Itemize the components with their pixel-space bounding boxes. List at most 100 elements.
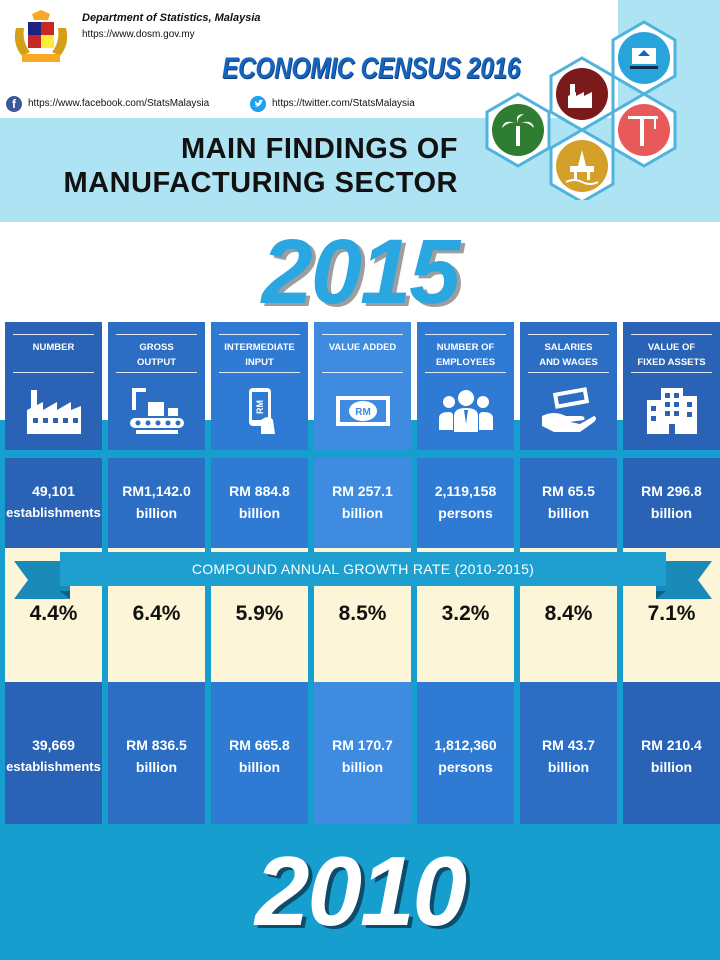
indicator-column: VALUE ADDED RM RM 257.1 billion 8.5% RM … <box>314 322 411 824</box>
value-2015-cell: 2,119,158 persons <box>417 458 514 548</box>
header-divider-top <box>322 334 403 335</box>
column-label: VALUE OF FIXED ASSETS <box>625 340 718 370</box>
value-2015: RM 257.1 billion <box>314 480 411 524</box>
facebook-link[interactable]: https://www.facebook.com/StatsMalaysia <box>28 98 210 109</box>
column-label-line1: NUMBER <box>32 342 75 353</box>
main-title-line2: MANUFACTURING SECTOR <box>63 167 458 199</box>
value-2010: RM 170.7 billion <box>314 734 411 778</box>
value-2010-amount: 1,812,360 <box>434 737 497 753</box>
year-2010-heading: 2010 <box>254 836 467 946</box>
header-divider-top <box>425 334 506 335</box>
twitter-icon <box>250 96 266 112</box>
value-2010: 39,669 establishments <box>5 734 102 778</box>
value-2010: RM 43.7 billion <box>520 734 617 778</box>
value-2015-amount: RM 296.8 <box>641 483 702 499</box>
department-website-link[interactable]: https://www.dosm.gov.my <box>82 29 195 40</box>
header-divider-bottom <box>219 372 300 373</box>
value-2010-unit: billion <box>238 759 281 775</box>
header-divider-top <box>116 334 197 335</box>
column-label: SALARIES AND WAGES <box>522 340 615 370</box>
value-2015-amount: 2,119,158 <box>434 483 497 499</box>
value-2015-amount: 49,101 <box>32 483 75 499</box>
social-bar: f https://www.facebook.com/StatsMalaysia… <box>0 93 490 115</box>
factory-icon <box>25 386 83 436</box>
value-2015: 2,119,158 persons <box>417 480 514 524</box>
column-label-line1: INTERMEDIATE <box>224 342 295 353</box>
column-label: NUMBER <box>7 340 100 355</box>
column-header: INTERMEDIATE INPUT RM <box>211 322 308 450</box>
value-2010-unit: establishments <box>6 759 101 774</box>
facebook-icon: f <box>6 96 22 112</box>
conveyor-icon <box>128 386 186 436</box>
indicator-column: VALUE OF FIXED ASSETS RM 296.8 billion 7… <box>623 322 720 824</box>
year-2015-heading: 2015 <box>261 221 461 323</box>
value-2015-amount: RM 257.1 <box>332 483 393 499</box>
value-2015-amount: RM 884.8 <box>229 483 290 499</box>
value-2015-cell: RM 65.5 billion <box>520 458 617 548</box>
value-2010-cell: 1,812,360 persons <box>417 682 514 824</box>
header-divider-bottom <box>322 372 403 373</box>
construction-hexagon-icon <box>611 92 677 168</box>
twitter-link[interactable]: https://twitter.com/StatsMalaysia <box>272 98 415 109</box>
value-2010-unit: billion <box>341 759 384 775</box>
value-2015-cell: RM 296.8 billion <box>623 458 720 548</box>
main-title: MAIN FINDINGS OF MANUFACTURING SECTOR <box>28 132 458 200</box>
column-label-line2: OUTPUT <box>136 357 177 368</box>
value-2015-amount: RM1,142.0 <box>122 483 191 499</box>
svg-text:RM: RM <box>355 407 371 418</box>
agriculture-hexagon-icon <box>485 92 551 168</box>
cagr-value: 4.4% <box>29 602 78 625</box>
value-2010-amount: RM 665.8 <box>229 737 290 753</box>
census-title: ECONOMIC CENSUS 2016 <box>222 52 521 85</box>
value-2010-amount: RM 170.7 <box>332 737 393 753</box>
department-name: Department of Statistics, Malaysia <box>82 12 261 24</box>
malaysia-crest-icon <box>14 10 68 62</box>
value-2015-unit: establishments <box>6 505 101 520</box>
services-hexagon-icon <box>611 20 677 96</box>
cagr-value: 6.4% <box>132 602 181 625</box>
value-2010-amount: RM 43.7 <box>542 737 595 753</box>
column-label-line2: AND WAGES <box>539 357 598 368</box>
header-divider-bottom <box>528 372 609 373</box>
header-divider-top <box>528 334 609 335</box>
column-label-line1: GROSS <box>139 342 174 353</box>
cagr-value: 8.5% <box>338 602 387 625</box>
cagr-label: COMPOUND ANNUAL GROWTH RATE (2010-2015) <box>191 561 535 577</box>
value-2010-cell: RM 665.8 billion <box>211 682 308 824</box>
column-label-line2: EMPLOYEES <box>435 357 496 368</box>
column-label-line1: NUMBER OF <box>436 342 495 353</box>
ribbon-tail-right <box>656 561 712 599</box>
column-label: NUMBER OF EMPLOYEES <box>419 340 512 370</box>
people-icon <box>437 386 495 436</box>
value-2010: 1,812,360 persons <box>417 734 514 778</box>
column-header: SALARIES AND WAGES <box>520 322 617 450</box>
ribbon-tail-left <box>14 561 70 599</box>
column-label: INTERMEDIATE INPUT <box>213 340 306 370</box>
value-2010-unit: billion <box>650 759 693 775</box>
column-label: GROSS OUTPUT <box>110 340 203 370</box>
value-2015-unit: billion <box>341 505 384 521</box>
column-header: NUMBER <box>5 322 102 450</box>
column-header: GROSS OUTPUT <box>108 322 205 450</box>
cagr-value: 5.9% <box>235 602 284 625</box>
column-label-line1: VALUE ADDED <box>328 342 397 353</box>
header-divider-bottom <box>13 372 94 373</box>
phone-rm-icon: RM <box>231 386 289 436</box>
column-label-line1: SALARIES <box>544 342 593 353</box>
value-2015: RM1,142.0 billion <box>108 480 205 524</box>
value-2015-cell: RM 257.1 billion <box>314 458 411 548</box>
column-label-line1: VALUE OF <box>647 342 696 353</box>
value-2015: RM 296.8 billion <box>623 480 720 524</box>
svg-text:RM: RM <box>255 400 265 414</box>
header-divider-bottom <box>425 372 506 373</box>
hand-money-icon <box>540 386 598 436</box>
value-2015-cell: RM1,142.0 billion <box>108 458 205 548</box>
value-2015-amount: RM 65.5 <box>542 483 595 499</box>
value-2010-amount: RM 836.5 <box>126 737 187 753</box>
column-header: VALUE OF FIXED ASSETS <box>623 322 720 450</box>
value-2015: RM 65.5 billion <box>520 480 617 524</box>
value-2015-cell: 49,101 establishments <box>5 458 102 548</box>
buildings-icon <box>643 386 701 436</box>
value-2010-cell: RM 210.4 billion <box>623 682 720 824</box>
value-2015-unit: billion <box>135 505 178 521</box>
